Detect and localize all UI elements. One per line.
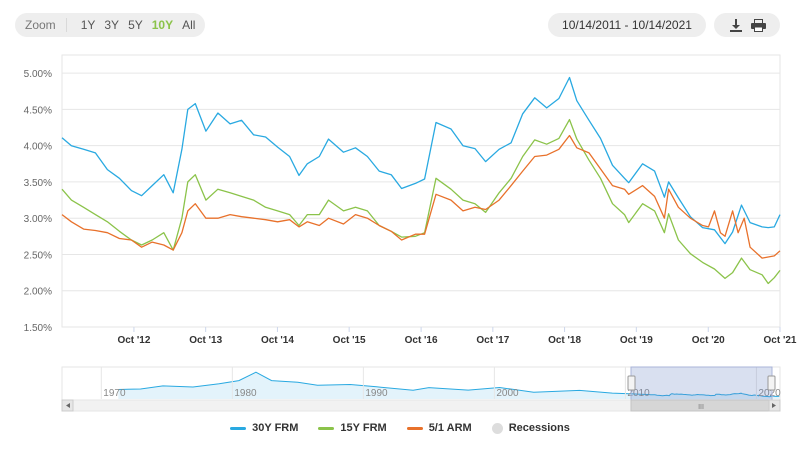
x-tick-label: Oct '12 — [117, 335, 150, 346]
zoom-all-button[interactable]: All — [182, 18, 196, 32]
legend-label-15y-frm: 15Y FRM — [340, 422, 387, 434]
legend-swatch-15y-frm — [318, 426, 335, 430]
y-tick-label: 2.00% — [24, 287, 52, 298]
x-tick-label: Oct '14 — [261, 335, 294, 346]
date-range-text: 10/14/2011 - 10/14/2021 — [562, 18, 692, 32]
y-tick-label: 5.00% — [24, 69, 52, 80]
y-tick-label: 4.00% — [24, 142, 52, 153]
legend-label-recessions: Recessions — [508, 422, 570, 434]
zoom-label: Zoom — [25, 18, 67, 32]
x-tick-label: Oct '20 — [692, 335, 725, 346]
navigator-year-label: 2000 — [496, 388, 519, 399]
export-tools — [714, 13, 780, 37]
zoom-5y-button[interactable]: 5Y — [128, 18, 143, 32]
y-tick-label: 2.50% — [24, 250, 52, 261]
navigator-year-label: 2010 — [627, 388, 650, 399]
navigator-selection[interactable] — [630, 366, 773, 401]
x-tick-label: Oct '16 — [405, 335, 438, 346]
y-tick-label: 3.50% — [24, 178, 52, 189]
legend-item-5-1-arm[interactable]: 5/1 ARM — [406, 422, 472, 434]
navigator-year-label: 1990 — [365, 388, 388, 399]
navigator-right-handle[interactable] — [767, 375, 776, 391]
chart-legend: 30Y FRM 15Y FRM 5/1 ARM Recessions — [0, 422, 800, 434]
zoom-1y-button[interactable]: 1Y — [80, 18, 96, 32]
series-line-15y-frm[interactable] — [61, 118, 781, 285]
legend-swatch-5-1-arm — [406, 426, 423, 430]
legend-label-5-1-arm: 5/1 ARM — [428, 422, 472, 434]
legend-swatch-30y-frm — [230, 426, 247, 430]
scroll-right-icon — [772, 403, 776, 408]
navigator-year-label: 1970 — [103, 388, 126, 399]
navigator-left-handle[interactable] — [627, 375, 636, 391]
x-tick-label: Oct '19 — [620, 335, 653, 346]
download-icon[interactable] — [729, 18, 743, 32]
scroll-left-icon — [66, 403, 70, 408]
x-tick-label: Oct '17 — [476, 335, 509, 346]
legend-swatch-recessions — [491, 422, 503, 434]
legend-item-recessions[interactable]: Recessions — [491, 422, 570, 434]
scrollbar-thumb-grip: III — [698, 404, 704, 411]
x-tick-label: Oct '13 — [189, 335, 222, 346]
legend-label-30y-frm: 30Y FRM — [252, 422, 299, 434]
navigator-series-area — [118, 372, 780, 399]
x-tick-label: Oct '18 — [548, 335, 581, 346]
x-tick-label: Oct '21 — [764, 335, 797, 346]
navigator-series-line — [118, 371, 780, 398]
y-tick-label: 4.50% — [24, 105, 52, 116]
zoom-selector: Zoom 1Y 3Y 5Y 10Y All — [15, 13, 206, 37]
series-line-5-1-arm[interactable] — [61, 134, 781, 259]
y-tick-label: 3.00% — [24, 214, 52, 225]
date-range-display[interactable]: 10/14/2011 - 10/14/2021 — [548, 13, 706, 37]
zoom-3y-button[interactable]: 3Y — [104, 18, 120, 32]
rates-line-chart: 1.50% 2.00% 2.50% 3.00% 3.50% 4.00% 4.50% 5.00%… — [24, 54, 797, 412]
print-icon[interactable] — [750, 18, 766, 32]
legend-item-30y-frm[interactable]: 30Y FRM — [230, 422, 298, 434]
legend-item-15y-frm[interactable]: 15Y FRM — [318, 422, 387, 434]
zoom-10y-button[interactable]: 10Y — [151, 18, 174, 32]
y-tick-label: 1.50% — [24, 323, 52, 334]
series-line-30y-frm[interactable] — [61, 76, 781, 245]
navigator-year-label: 2020 — [758, 388, 781, 399]
navigator-year-label: 1980 — [234, 388, 257, 399]
plot-area — [61, 54, 781, 328]
x-tick-label: Oct '15 — [333, 335, 366, 346]
